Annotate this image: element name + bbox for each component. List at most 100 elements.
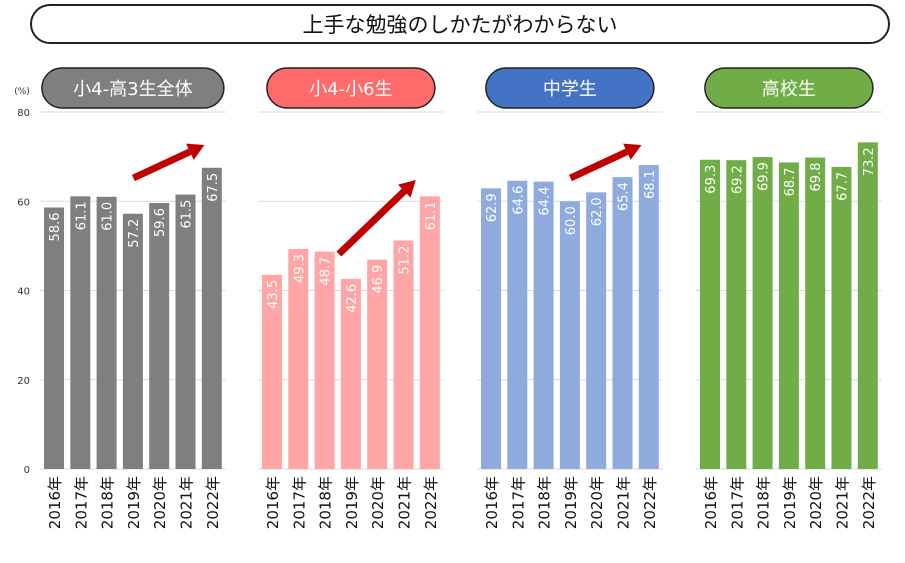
x-tick-label: 2018年 [99, 476, 117, 529]
bar-data-label: 61.5 [180, 200, 195, 229]
x-tick-label: 2016年 [264, 476, 282, 529]
x-tick-label: 2016年 [483, 476, 501, 529]
bar [778, 162, 799, 469]
bar-data-label: 65.4 [617, 182, 632, 211]
trend-arrow-head [623, 143, 642, 160]
bar-data-label: 62.9 [485, 193, 500, 222]
bar [831, 166, 852, 470]
y-tick-label: 20 [17, 376, 30, 387]
bar-data-label: 67.5 [206, 173, 221, 202]
x-tick-label: 2017年 [290, 476, 308, 529]
bar-data-label: 49.3 [292, 254, 307, 283]
bar [201, 167, 222, 469]
bar [612, 177, 633, 469]
bar [533, 181, 554, 470]
x-tick-label: 2021年 [396, 476, 414, 529]
bar-data-label: 43.5 [266, 280, 281, 309]
bar-data-label: 69.9 [757, 162, 772, 191]
bar-data-label: 64.6 [511, 186, 526, 215]
bar-data-label: 67.7 [836, 172, 851, 201]
bar-data-label: 69.8 [809, 163, 824, 192]
bar [805, 157, 826, 469]
x-tick-label: 2019年 [781, 476, 799, 529]
bar-data-label: 59.6 [153, 208, 168, 237]
bar [481, 188, 501, 469]
x-tick-label: 2016年 [46, 476, 64, 529]
bar-data-label: 61.1 [74, 201, 89, 230]
trend-arrow-head [186, 143, 205, 160]
trend-arrow-shaft [568, 148, 629, 182]
bar [96, 196, 117, 469]
y-tick-label: 60 [17, 197, 30, 208]
bar [175, 194, 196, 469]
bar-data-label: 68.1 [643, 170, 658, 199]
panel-title-1: 小4-小6生 [309, 79, 392, 100]
bar-data-label: 48.7 [319, 257, 334, 286]
bar-data-label: 61.1 [424, 201, 439, 230]
bar [857, 142, 878, 469]
x-tick-label: 2020年 [588, 476, 606, 529]
panel-header-2 [485, 67, 655, 109]
bar [149, 203, 170, 469]
bar [262, 274, 282, 469]
x-tick-label: 2018年 [536, 476, 554, 529]
y-unit-label: (%) [14, 87, 30, 97]
trend-arrow-shaft [131, 148, 192, 182]
bar-data-label: 46.9 [371, 265, 386, 294]
x-tick-label: 2017年 [72, 476, 90, 529]
bar-data-label: 61.0 [101, 202, 116, 231]
bar-data-label: 51.2 [398, 246, 413, 275]
panel-title-3: 高校生 [762, 79, 816, 100]
x-tick-label: 2019年 [562, 476, 580, 529]
x-tick-label: 2022年 [422, 476, 440, 529]
y-tick-label: 40 [17, 287, 30, 298]
bar [122, 213, 143, 469]
panel-title-2: 中学生 [543, 79, 597, 100]
x-tick-label: 2021年 [178, 476, 196, 529]
x-tick-label: 2022年 [641, 476, 659, 529]
bar [726, 160, 747, 469]
panel-title-0: 小4-高3生全体 [73, 79, 192, 100]
bar [752, 157, 773, 470]
bar [288, 248, 309, 469]
bar [340, 278, 361, 469]
x-tick-label: 2019年 [125, 476, 143, 529]
bar [586, 192, 607, 469]
bar [367, 259, 388, 469]
bar-data-label: 73.2 [862, 147, 877, 176]
x-tick-label: 2017年 [509, 476, 527, 529]
panel-header-1 [266, 67, 436, 109]
bar [507, 180, 528, 469]
x-tick-label: 2016年 [702, 476, 720, 529]
x-tick-label: 2022年 [204, 476, 222, 529]
bar-data-label: 62.0 [590, 197, 605, 226]
panel-header-3 [704, 67, 874, 109]
x-tick-label: 2020年 [807, 476, 825, 529]
chart-title: 上手な勉強のしかたがわからない [30, 4, 890, 44]
x-tick-label: 2020年 [151, 476, 169, 529]
bar [44, 207, 64, 469]
bar-data-label: 69.2 [730, 165, 745, 194]
bar [70, 196, 91, 469]
x-tick-label: 2021年 [834, 476, 852, 529]
bar [559, 201, 580, 469]
bar [419, 196, 440, 469]
x-tick-label: 2022年 [860, 476, 878, 529]
x-tick-label: 2017年 [728, 476, 746, 529]
x-tick-label: 2020年 [369, 476, 387, 529]
bar [700, 159, 720, 469]
bar [393, 240, 414, 469]
bar-data-label: 68.7 [783, 167, 798, 196]
bar-data-label: 64.4 [538, 187, 553, 216]
x-tick-label: 2019年 [343, 476, 361, 529]
bar [638, 165, 659, 469]
y-tick-label: 80 [17, 108, 30, 119]
x-tick-label: 2018年 [317, 476, 335, 529]
x-tick-label: 2018年 [755, 476, 773, 529]
bar-data-label: 60.0 [564, 206, 579, 235]
bar [314, 251, 335, 469]
x-tick-label: 2021年 [615, 476, 633, 529]
bar-data-label: 57.2 [127, 219, 142, 248]
trend-arrow-shaft [336, 188, 407, 257]
